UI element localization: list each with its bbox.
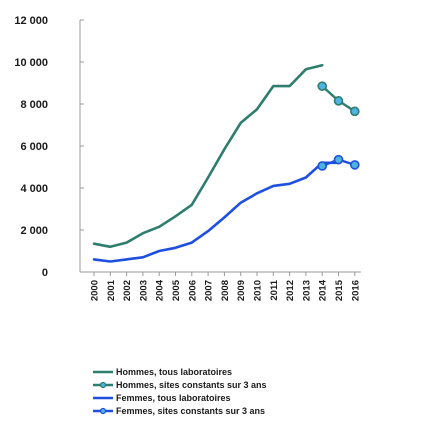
y-tick-label: 6 000 bbox=[20, 141, 48, 153]
legend: Hommes, tous laboratoires Hommes, sites c… bbox=[93, 366, 267, 418]
legend-label: Femmes, sites constants sur 3 ans bbox=[116, 405, 266, 416]
data-point bbox=[349, 106, 360, 117]
data-point bbox=[349, 160, 360, 170]
y-tick-label: 10 000 bbox=[14, 57, 48, 69]
x-tick-label: 2003 bbox=[138, 280, 149, 301]
x-tick-label: 2005 bbox=[171, 279, 182, 301]
data-point bbox=[333, 154, 344, 165]
data-point bbox=[317, 161, 328, 171]
legend-item: Femmes, sites constants sur 3 ans bbox=[93, 405, 267, 416]
x-tick-label: 2006 bbox=[187, 280, 198, 301]
y-tick-label: 12 000 bbox=[14, 15, 48, 27]
x-tick-label: 2011 bbox=[269, 279, 280, 300]
y-axis: 0 2 000 4 000 6 000 8 000 10 000 12 000 bbox=[14, 15, 84, 279]
x-tick-label: 2013 bbox=[301, 280, 312, 301]
series-1 bbox=[317, 81, 360, 117]
x-tick-label: 2001 bbox=[106, 279, 117, 301]
x-tick-label: 2014 bbox=[318, 279, 329, 301]
series-line bbox=[92, 161, 340, 263]
x-tick-label: 2009 bbox=[236, 280, 247, 301]
series-layer bbox=[92, 63, 360, 263]
legend-swatch bbox=[93, 370, 113, 373]
legend-swatch bbox=[93, 381, 113, 388]
x-tick-label: 2010 bbox=[253, 280, 264, 301]
x-tick-label: 2007 bbox=[204, 280, 215, 301]
legend-label: Hommes, tous laboratoires bbox=[116, 366, 233, 377]
y-tick-label: 4 000 bbox=[20, 183, 48, 195]
series-3 bbox=[317, 154, 360, 171]
legend-item: Hommes, tous laboratoires bbox=[93, 366, 267, 377]
legend-label: Hommes, sites constants sur 3 ans bbox=[116, 379, 267, 390]
legend-item: Femmes, tous laboratoires bbox=[93, 392, 267, 403]
legend-label: Femmes, tous laboratoires bbox=[116, 392, 231, 403]
x-tick-label: 2012 bbox=[285, 280, 296, 301]
legend-item: Hommes, sites constants sur 3 ans bbox=[93, 379, 267, 390]
series-2 bbox=[92, 161, 340, 263]
series-0 bbox=[92, 63, 324, 249]
legend-swatch bbox=[93, 396, 113, 399]
x-tick-label: 2008 bbox=[220, 280, 231, 301]
x-tick-label: 2004 bbox=[155, 279, 166, 301]
legend-swatch bbox=[93, 407, 113, 414]
y-tick-label: 0 bbox=[42, 267, 48, 279]
series-line bbox=[92, 63, 324, 249]
x-tick-label: 2002 bbox=[122, 280, 133, 301]
x-tick-label: 2015 bbox=[334, 279, 345, 301]
data-point bbox=[333, 96, 344, 106]
data-point bbox=[317, 81, 328, 91]
x-axis: 2000 2001 2002 2003 2004 2005 2006 2007 2008 2009… bbox=[80, 271, 361, 301]
y-tick-label: 2 000 bbox=[20, 225, 48, 237]
x-tick-label: 2016 bbox=[350, 280, 361, 301]
y-tick-label: 8 000 bbox=[20, 99, 48, 111]
x-tick-label: 2000 bbox=[90, 280, 101, 301]
